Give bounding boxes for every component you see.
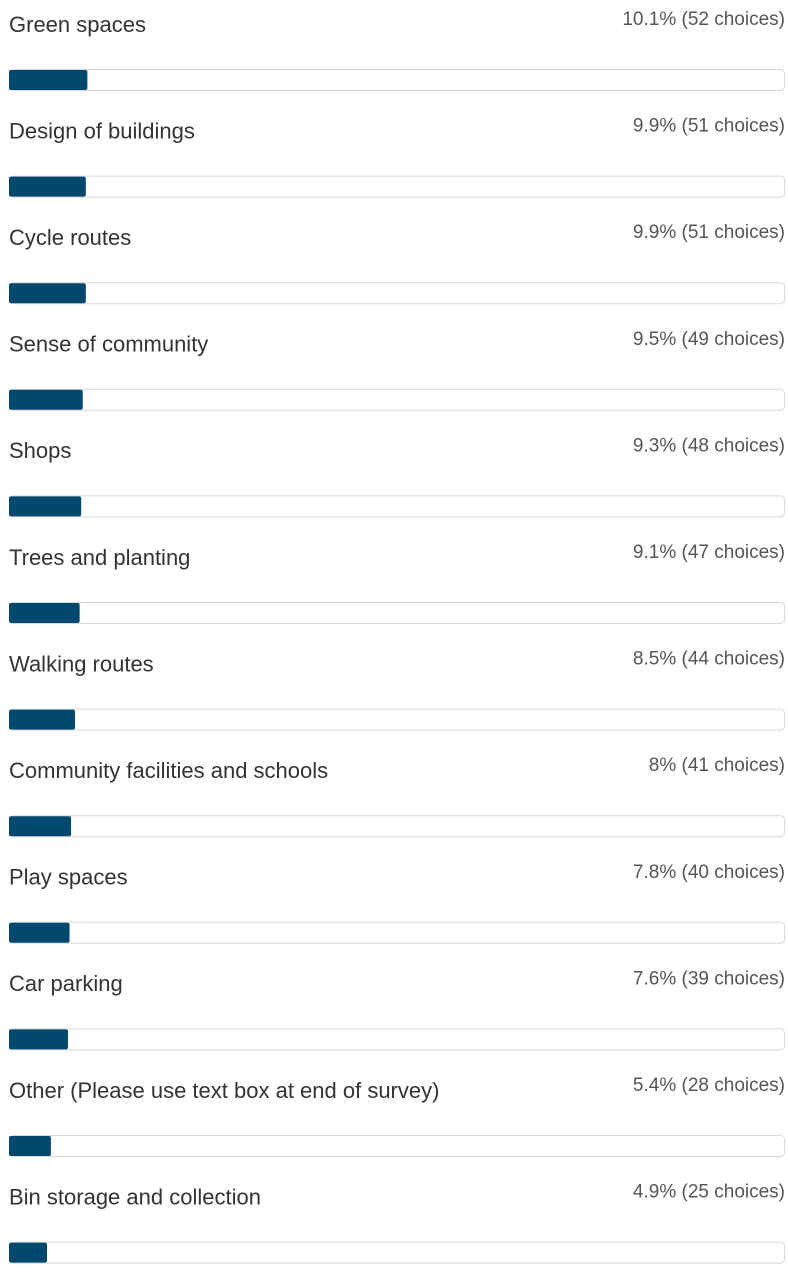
bar-track bbox=[9, 602, 785, 624]
bar-track bbox=[9, 388, 785, 411]
option-label: Community facilities and schools bbox=[9, 758, 328, 783]
bar bbox=[9, 816, 72, 837]
bar bbox=[9, 709, 75, 730]
bar bbox=[9, 176, 86, 197]
bar bbox=[9, 1242, 48, 1263]
bar-track bbox=[9, 1135, 785, 1157]
value-label: 8% (41 choices) bbox=[649, 755, 785, 776]
bar-track bbox=[9, 708, 785, 731]
option-label: Sense of community bbox=[9, 332, 208, 357]
bar bbox=[9, 922, 70, 943]
bar bbox=[9, 603, 80, 623]
value-label: 9.9% (51 choices) bbox=[633, 116, 785, 137]
option-label: Car parking bbox=[9, 971, 123, 996]
value-label: 7.6% (39 choices) bbox=[633, 968, 785, 989]
bar-track bbox=[9, 1241, 785, 1264]
value-label: 5.4% (28 choices) bbox=[633, 1075, 785, 1096]
bar-track bbox=[9, 495, 785, 518]
value-label: 9.9% (51 choices) bbox=[633, 222, 785, 243]
value-label: 4.9% (25 choices) bbox=[633, 1182, 785, 1203]
value-label: 10.1% (52 choices) bbox=[622, 9, 785, 30]
option-label: Trees and planting bbox=[9, 545, 190, 570]
bar-track bbox=[9, 921, 785, 944]
option-label: Design of buildings bbox=[9, 118, 195, 143]
option-label: Walking routes bbox=[9, 651, 154, 676]
bar bbox=[9, 1029, 68, 1050]
value-label: 9.1% (47 choices) bbox=[633, 542, 785, 563]
value-label: 7.8% (40 choices) bbox=[633, 862, 785, 883]
bar-track bbox=[9, 815, 785, 838]
option-label: Cycle routes bbox=[9, 225, 131, 250]
bar bbox=[9, 389, 83, 410]
bar bbox=[9, 70, 88, 90]
option-label: Bin storage and collection bbox=[9, 1184, 261, 1209]
bar bbox=[9, 496, 82, 517]
bar-track bbox=[9, 175, 785, 198]
option-label: Green spaces bbox=[9, 12, 146, 37]
bar-track bbox=[9, 1028, 785, 1051]
value-label: 9.5% (49 choices) bbox=[633, 329, 785, 350]
bar bbox=[9, 1136, 51, 1156]
bar-track bbox=[9, 282, 785, 305]
option-label: Play spaces bbox=[9, 865, 128, 890]
option-label: Shops bbox=[9, 438, 71, 463]
bar-track bbox=[9, 69, 785, 91]
value-label: 9.3% (48 choices) bbox=[633, 435, 785, 456]
value-label: 8.5% (44 choices) bbox=[633, 649, 785, 670]
option-label: Other (Please use text box at end of sur… bbox=[9, 1078, 439, 1103]
bar bbox=[9, 283, 86, 304]
